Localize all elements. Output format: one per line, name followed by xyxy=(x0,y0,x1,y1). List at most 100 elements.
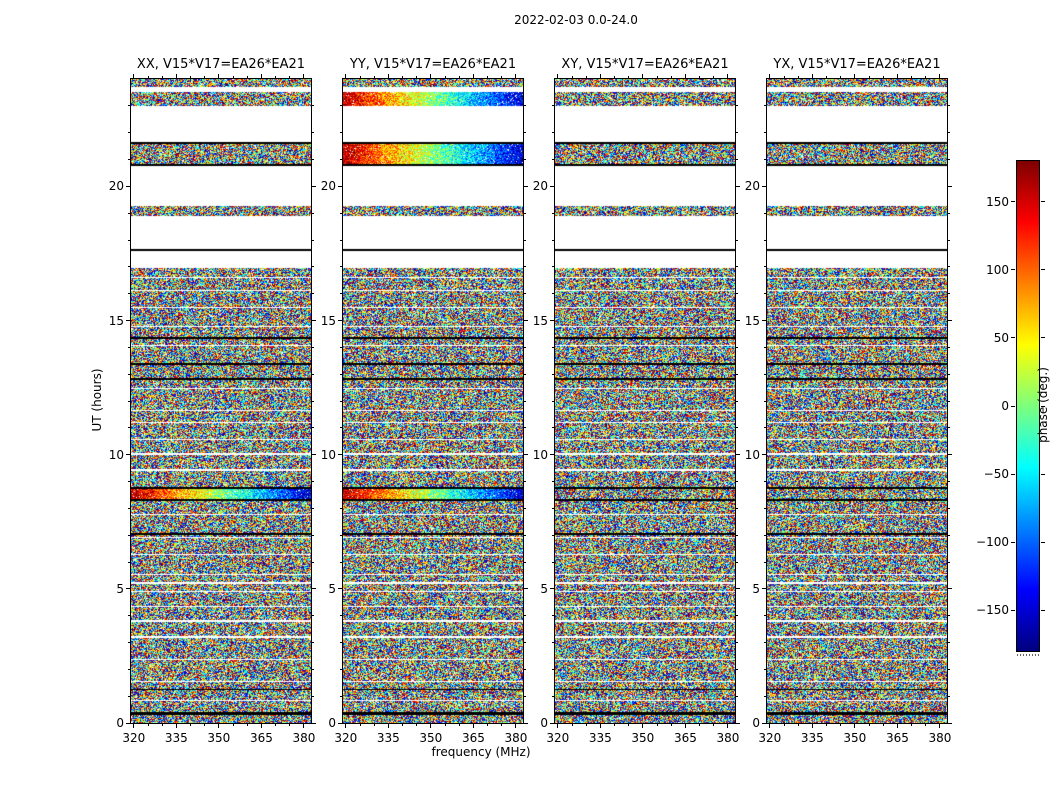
x-minor-tick-mark xyxy=(911,724,913,726)
x-minor-tick-mark xyxy=(246,724,248,726)
y-tick-mark xyxy=(736,320,740,321)
x-minor-tick-mark xyxy=(232,724,234,726)
y-minor-tick-mark xyxy=(552,561,554,563)
x-minor-tick-mark xyxy=(487,76,489,78)
x-minor-tick-mark xyxy=(699,76,701,78)
y-minor-tick-mark xyxy=(948,642,950,643)
x-minor-tick-mark xyxy=(783,76,785,78)
y-minor-tick-mark xyxy=(340,159,342,160)
x-minor-tick-mark xyxy=(614,76,616,78)
y-minor-tick-mark xyxy=(948,132,950,134)
y-minor-tick-mark xyxy=(736,105,738,107)
colorbar-tick-mark xyxy=(1041,609,1045,611)
x-minor-tick-mark xyxy=(925,76,927,78)
y-minor-tick-mark xyxy=(552,427,554,429)
y-minor-tick-mark xyxy=(764,668,766,670)
x-tick-mark xyxy=(727,724,729,728)
y-minor-tick-mark xyxy=(128,668,130,670)
colorbar-gradient: 150 100 50 0 −50 −100 −150 xyxy=(976,160,1045,652)
y-tick-mark xyxy=(762,722,766,724)
y-minor-tick-mark xyxy=(764,293,766,295)
y-tick-label: 15 xyxy=(320,313,336,328)
y-minor-tick-mark xyxy=(340,346,342,348)
y-minor-tick-mark xyxy=(948,561,950,563)
x-minor-tick-mark xyxy=(882,76,884,78)
y-minor-tick-mark xyxy=(128,373,130,375)
y-minor-tick-mark xyxy=(736,561,738,563)
y-tick-label: 20 xyxy=(108,179,124,194)
x-minor-tick-mark xyxy=(713,724,715,726)
x-minor-tick-mark xyxy=(840,724,842,726)
x-tick-label: 380 xyxy=(928,731,952,745)
colorbar-tick-mark xyxy=(1041,337,1045,339)
x-tick-label: 350 xyxy=(631,731,655,745)
x-minor-tick-mark xyxy=(840,76,842,78)
y-minor-tick-mark xyxy=(312,132,314,134)
y-tick-mark xyxy=(736,722,740,724)
x-tick-mark xyxy=(557,724,559,728)
y-minor-tick-mark xyxy=(764,373,766,375)
heatmap-xy xyxy=(555,79,735,723)
x-minor-tick-mark xyxy=(670,724,672,726)
x-minor-tick-mark xyxy=(628,724,630,726)
x-tick-mark xyxy=(260,724,262,728)
x-tick-mark xyxy=(811,74,813,78)
y-minor-tick-mark xyxy=(552,534,554,536)
y-minor-tick-mark xyxy=(552,695,554,697)
y-minor-tick-mark xyxy=(312,481,314,482)
y-minor-tick-mark xyxy=(128,239,130,241)
y-tick-label: 0 xyxy=(116,716,124,730)
x-minor-tick-mark xyxy=(797,724,799,726)
x-tick-mark xyxy=(260,74,262,78)
y-minor-tick-mark xyxy=(340,534,342,536)
y-minor-tick-mark xyxy=(764,615,766,617)
y-minor-tick-mark xyxy=(736,159,738,160)
x-minor-tick-mark xyxy=(670,76,672,78)
x-tick-mark xyxy=(218,724,220,728)
x-tick-mark xyxy=(684,74,686,78)
x-minor-tick-mark xyxy=(713,76,715,78)
y-tick-mark xyxy=(126,722,130,724)
y-minor-tick-mark xyxy=(764,132,766,134)
y-minor-tick-mark xyxy=(552,642,554,643)
y-tick-label: 0 xyxy=(540,716,548,730)
x-minor-tick-mark xyxy=(882,724,884,726)
y-minor-tick-mark xyxy=(312,561,314,563)
y-tick-mark xyxy=(312,320,316,321)
x-minor-tick-mark xyxy=(359,76,361,78)
x-minor-tick-mark xyxy=(402,76,404,78)
panel-title-yx: YX, V15*V17=EA26*EA21 xyxy=(773,57,941,72)
x-minor-tick-mark xyxy=(571,724,573,726)
y-minor-tick-mark xyxy=(312,695,314,697)
y-minor-tick-mark xyxy=(552,373,554,375)
y-tick-label: 10 xyxy=(108,447,124,462)
colorbar-tick-mark xyxy=(1041,405,1045,407)
y-minor-tick-mark xyxy=(128,695,130,697)
y-minor-tick-mark xyxy=(764,266,766,268)
x-tick-mark xyxy=(515,724,517,728)
x-minor-tick-mark xyxy=(614,724,616,726)
y-minor-tick-mark xyxy=(948,400,950,402)
y-minor-tick-mark xyxy=(340,481,342,482)
y-minor-tick-mark xyxy=(552,293,554,295)
colorbar-tick-mark xyxy=(1011,269,1015,271)
colorbar-tick-mark xyxy=(1011,405,1015,407)
colorbar-tick-mark xyxy=(1011,541,1015,543)
x-minor-tick-mark xyxy=(373,76,375,78)
colorbar-tick-mark xyxy=(1041,269,1045,271)
panel-yx: YX, V15*V17=EA26*EA21 0 5 10 15 20 320 335 350 3… xyxy=(745,57,952,745)
colorbar-tick-mark xyxy=(1011,473,1015,475)
y-tick-mark xyxy=(338,454,342,456)
y-tick-label: 20 xyxy=(320,179,336,194)
x-minor-tick-mark xyxy=(628,76,630,78)
y-minor-tick-mark xyxy=(736,642,738,643)
y-minor-tick-mark xyxy=(128,481,130,482)
y-minor-tick-mark xyxy=(948,534,950,536)
y-minor-tick-mark xyxy=(764,561,766,563)
y-tick-mark xyxy=(948,185,952,187)
x-minor-tick-mark xyxy=(373,724,375,726)
y-minor-tick-mark xyxy=(524,346,526,348)
y-tick-label: 15 xyxy=(108,313,124,328)
x-minor-tick-mark xyxy=(656,724,658,726)
x-tick-mark xyxy=(896,74,898,78)
